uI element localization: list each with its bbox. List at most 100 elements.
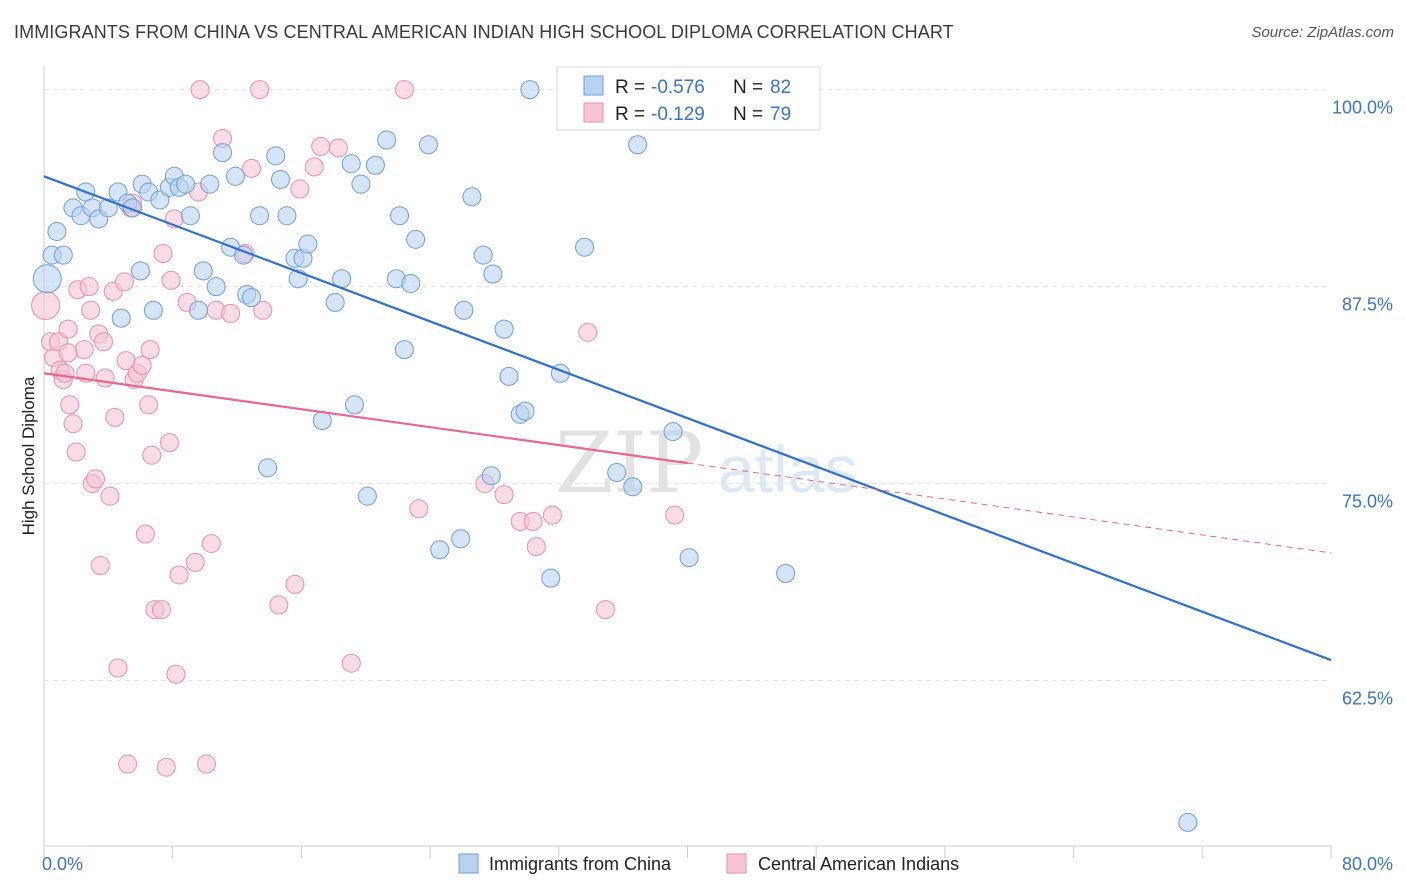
china-point-58 — [430, 540, 450, 560]
china-point-26 — [200, 174, 220, 194]
central-american-indians-point-8 — [60, 395, 80, 415]
china-point-80 — [776, 563, 796, 583]
stats-r-value-pink: -0.129 — [651, 104, 705, 125]
central-american-indians-point-59 — [285, 574, 305, 594]
stats-n-label-blue: N = — [733, 77, 763, 98]
trend-line-central-american-indians-solid — [43, 372, 688, 465]
china-point-79 — [679, 548, 699, 568]
central-american-indians-point-15 — [81, 300, 101, 320]
china-point-55 — [401, 273, 421, 293]
central-american-indians-point-14 — [79, 277, 99, 297]
china-point-65 — [494, 319, 514, 339]
central-american-indians-point-63 — [328, 138, 348, 158]
china-point-30 — [225, 166, 245, 186]
central-american-indians-point-77 — [156, 757, 176, 777]
china-point-22 — [176, 174, 196, 194]
central-american-indians-point-44 — [169, 565, 189, 585]
central-american-indians-point-72 — [542, 505, 562, 525]
central-american-indians-point-24 — [105, 407, 125, 427]
central-american-indians-point-60 — [290, 179, 310, 199]
china-point-28 — [213, 143, 233, 163]
china-point-50 — [365, 155, 385, 175]
central-american-indians-point-53 — [221, 303, 241, 323]
watermark-atlas: atlas — [718, 432, 857, 506]
stats-n-value-blue: 82 — [770, 77, 791, 98]
x-tick-label-left: 0.0% — [42, 854, 83, 874]
central-american-indians-point-20 — [94, 332, 114, 352]
y-axis-label: High School Diploma — [19, 376, 38, 535]
central-american-indians-point-71 — [526, 537, 546, 557]
china-point-17 — [143, 300, 163, 320]
central-american-indians-point-58 — [269, 595, 289, 615]
central-american-indians-point-49 — [196, 754, 216, 774]
china-point-48 — [351, 174, 371, 194]
china-point-35 — [258, 458, 278, 478]
china-point-78 — [663, 422, 683, 442]
china-point-59 — [451, 529, 471, 549]
china-point-75 — [607, 463, 627, 483]
china-point-53 — [390, 206, 410, 226]
china-point-11 — [111, 308, 131, 328]
central-american-indians-point-6 — [55, 363, 75, 383]
china-point-60 — [454, 300, 474, 320]
china-point-18 — [150, 190, 170, 210]
central-american-indians-point-22 — [100, 486, 120, 506]
china-point-69 — [520, 80, 540, 100]
china-point-14 — [131, 261, 151, 281]
trend-line-central-american-indians-dashed — [687, 462, 1332, 554]
central-american-indians-point-10 — [66, 442, 86, 462]
central-american-indians-point-19 — [90, 556, 110, 576]
legend-label-central-american-indians: Central American Indians — [758, 854, 959, 874]
central-american-indians-point-48 — [190, 80, 210, 100]
y-tick-label-1: 87.5% — [1342, 295, 1393, 315]
trend-lines — [43, 175, 1332, 662]
central-american-indians-point-46 — [185, 552, 205, 572]
china-point-64 — [483, 264, 503, 284]
central-american-indians-point-35 — [140, 340, 160, 360]
china-point-38 — [277, 206, 297, 226]
central-american-indians-point-38 — [151, 600, 171, 620]
china-point-68 — [515, 401, 535, 421]
central-american-indians-point-57 — [253, 300, 273, 320]
y-tick-label-2: 75.0% — [1342, 492, 1393, 512]
china-point-49 — [357, 486, 377, 506]
central-american-indians-point-70 — [523, 511, 543, 531]
china-point-51 — [377, 130, 397, 150]
china-point-57 — [418, 135, 438, 155]
central-american-indians-point-9 — [63, 414, 83, 434]
china-point-25 — [193, 261, 213, 281]
china-point-56 — [406, 229, 426, 249]
stats-n-label-pink: N = — [733, 104, 763, 125]
china-point-34 — [250, 206, 270, 226]
china-point-36 — [266, 146, 286, 166]
central-american-indians-point-41 — [161, 270, 181, 290]
central-american-indians-point-75 — [665, 505, 685, 525]
central-american-indians-point-55 — [242, 158, 262, 178]
china-point-62 — [473, 245, 493, 265]
stats-box: R = -0.576 N = 82 R = -0.129 N = 79 — [556, 66, 821, 131]
china-point-54 — [394, 340, 414, 360]
central-american-indians-point-56 — [250, 80, 270, 100]
china-point-46 — [341, 154, 361, 174]
central-american-indians-point-26 — [114, 272, 134, 292]
legend: Immigrants from China Central American I… — [458, 853, 959, 874]
central-american-indians-point-12 — [74, 340, 94, 360]
central-american-indians-point-74 — [595, 600, 615, 620]
central-american-indians-point-17 — [85, 469, 105, 489]
central-american-indians-point-40 — [159, 433, 179, 453]
legend-label-immigrants-from-china: Immigrants from China — [489, 854, 672, 874]
central-american-indians-point-61 — [304, 157, 324, 177]
central-american-indians-point-36 — [142, 445, 162, 465]
china-point-77 — [628, 135, 648, 155]
china-point-42 — [298, 234, 318, 254]
china-point-81 — [1178, 812, 1198, 832]
china-point-3 — [53, 245, 73, 265]
stats-swatch-blue — [583, 75, 604, 96]
central-american-indians-point-78 — [58, 343, 78, 363]
china-point-44 — [325, 292, 345, 312]
legend-swatch-pink — [726, 853, 747, 874]
central-american-indians-point-76 — [118, 754, 138, 774]
china-point-61 — [462, 187, 482, 207]
central-american-indians-point-7 — [58, 319, 78, 339]
